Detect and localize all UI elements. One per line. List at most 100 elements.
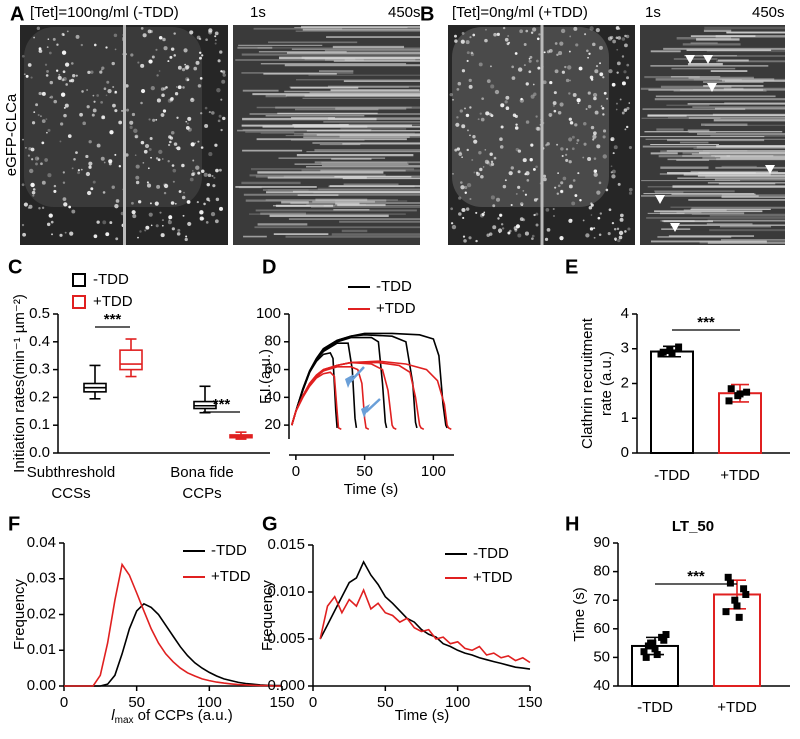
spot bbox=[568, 160, 572, 164]
spot bbox=[187, 221, 192, 226]
spot bbox=[103, 87, 107, 90]
spot bbox=[27, 63, 32, 67]
data-line bbox=[64, 602, 282, 687]
spot bbox=[183, 48, 188, 53]
spot bbox=[190, 142, 195, 147]
spot bbox=[163, 183, 169, 189]
spot bbox=[156, 74, 159, 77]
spot bbox=[169, 140, 172, 144]
spot bbox=[598, 45, 603, 50]
spot bbox=[461, 124, 466, 129]
spot bbox=[548, 112, 553, 117]
spot bbox=[626, 76, 630, 80]
spot bbox=[481, 97, 485, 101]
spot bbox=[27, 154, 31, 157]
spot bbox=[535, 115, 538, 118]
spot bbox=[77, 171, 81, 175]
legend-label: -TDD bbox=[211, 542, 247, 559]
spot bbox=[553, 91, 557, 95]
spot bbox=[568, 137, 573, 142]
spot bbox=[496, 32, 500, 36]
spot bbox=[458, 212, 462, 216]
spot bbox=[161, 93, 165, 98]
spot bbox=[22, 232, 27, 237]
spot bbox=[520, 97, 523, 101]
spot bbox=[100, 156, 105, 161]
spot bbox=[159, 211, 162, 214]
spot bbox=[489, 163, 493, 167]
spot bbox=[62, 33, 65, 36]
spot bbox=[558, 51, 563, 56]
spot bbox=[628, 191, 633, 195]
spot bbox=[50, 220, 54, 224]
spot bbox=[593, 157, 597, 160]
spot bbox=[559, 235, 564, 241]
y-tick-label: 50 bbox=[593, 648, 610, 665]
spot bbox=[205, 221, 209, 224]
spot bbox=[572, 93, 577, 97]
spot bbox=[174, 202, 177, 205]
spot bbox=[477, 118, 480, 121]
spot bbox=[148, 118, 151, 121]
bar bbox=[650, 350, 694, 454]
spot bbox=[571, 135, 575, 139]
spot bbox=[38, 49, 43, 53]
spot bbox=[497, 228, 503, 233]
spot bbox=[460, 39, 465, 44]
spot bbox=[490, 160, 494, 164]
spot bbox=[587, 56, 589, 59]
x-axis-label: lmax of CCPs (a.u.) bbox=[111, 707, 232, 726]
y-tick-label: 2 bbox=[621, 374, 629, 391]
spot bbox=[193, 66, 198, 71]
spot bbox=[215, 168, 219, 173]
spot bbox=[585, 108, 588, 111]
spot bbox=[204, 106, 208, 110]
spot bbox=[40, 115, 42, 118]
spot bbox=[546, 50, 550, 54]
spot bbox=[102, 191, 106, 194]
spot bbox=[139, 230, 142, 233]
spot bbox=[33, 36, 36, 39]
spot bbox=[515, 52, 518, 54]
spot bbox=[468, 78, 472, 82]
spot bbox=[29, 168, 34, 174]
spot bbox=[568, 50, 571, 53]
spot bbox=[525, 82, 529, 86]
spot bbox=[125, 153, 129, 157]
spot bbox=[499, 214, 502, 217]
spot bbox=[602, 154, 607, 159]
spot bbox=[617, 238, 621, 243]
spot bbox=[465, 113, 470, 118]
spot bbox=[579, 199, 582, 202]
legend-label: -TDD bbox=[473, 545, 509, 562]
spot bbox=[598, 181, 602, 185]
spot bbox=[607, 232, 611, 236]
bar bbox=[718, 392, 762, 455]
spot bbox=[214, 219, 219, 224]
image-condition: [Tet]=100ng/ml (-TDD) bbox=[30, 4, 179, 21]
spot bbox=[530, 31, 534, 34]
spot bbox=[46, 46, 49, 48]
panel-label: B bbox=[420, 3, 434, 25]
spot bbox=[64, 103, 69, 108]
spot bbox=[531, 237, 534, 241]
spot bbox=[501, 227, 505, 230]
spot bbox=[182, 214, 185, 217]
spot bbox=[147, 167, 150, 170]
spot bbox=[204, 123, 209, 128]
spot bbox=[86, 105, 90, 109]
y-tick-label: 40 bbox=[264, 388, 281, 405]
x-tick-label: 100 bbox=[197, 694, 222, 711]
spot bbox=[543, 51, 546, 54]
bar bbox=[713, 593, 761, 687]
spot bbox=[137, 236, 139, 239]
spot bbox=[158, 35, 163, 40]
spot bbox=[490, 65, 492, 68]
spot bbox=[515, 123, 518, 126]
data-point bbox=[733, 602, 741, 610]
spot bbox=[214, 35, 217, 38]
spot bbox=[468, 84, 473, 89]
data-line bbox=[291, 361, 397, 431]
spot bbox=[163, 191, 167, 195]
spot bbox=[62, 181, 66, 184]
